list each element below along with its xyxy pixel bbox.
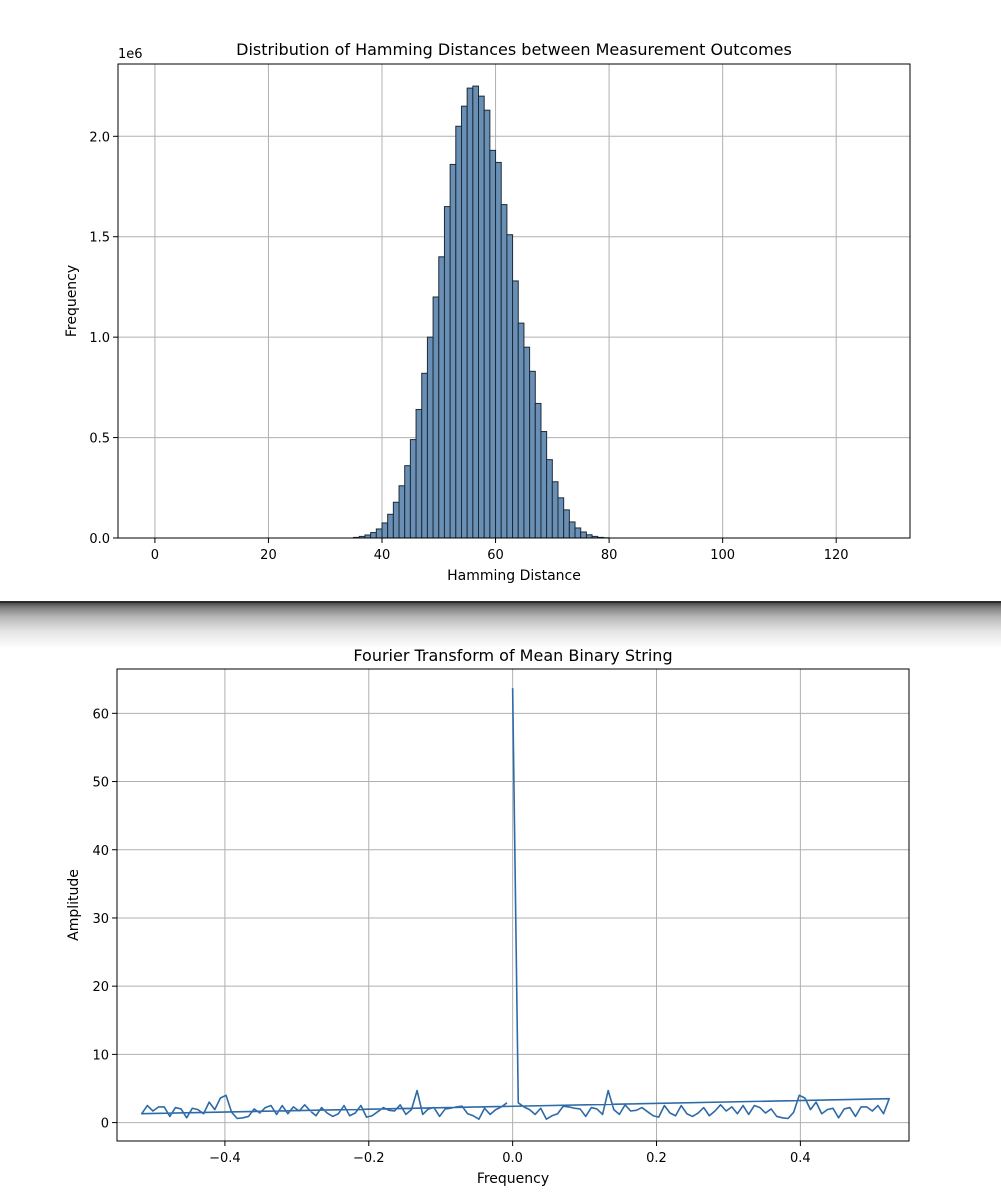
histogram-bar bbox=[472, 85, 480, 539]
histogram-bar bbox=[557, 497, 565, 539]
screenshot-divider-shadow bbox=[0, 603, 1001, 653]
y-tick-label: 20 bbox=[92, 980, 109, 995]
histogram-bar bbox=[381, 522, 389, 539]
histogram-bar bbox=[392, 501, 400, 539]
y-tick-label: 1.0 bbox=[89, 331, 110, 346]
histogram-bar bbox=[398, 485, 406, 539]
chart-title: Distribution of Hamming Distances betwee… bbox=[236, 40, 792, 59]
histogram-bar bbox=[460, 105, 468, 539]
x-axis-label: Hamming Distance bbox=[447, 568, 581, 584]
hamming-distance-histogram: 0 20 40 60 80 100 120 0.0 0.5 1.0 1.5 2.0 Distribu… bbox=[64, 40, 911, 584]
y-offset-label: 1e6 bbox=[118, 47, 143, 62]
y-tick-label: 10 bbox=[92, 1048, 109, 1063]
histogram-bar bbox=[421, 372, 428, 539]
histogram-bar bbox=[478, 95, 485, 539]
histogram-bar bbox=[489, 149, 497, 539]
x-axis-label: Frequency bbox=[477, 1171, 549, 1187]
y-axis-label: Frequency bbox=[64, 265, 80, 337]
histogram-bar bbox=[375, 528, 383, 539]
x-tick-label: −0.2 bbox=[353, 1151, 385, 1166]
histogram-bar bbox=[517, 322, 525, 539]
y-tick-label: 2.0 bbox=[89, 130, 110, 145]
histogram-bar bbox=[409, 439, 417, 539]
histogram-bar bbox=[563, 509, 570, 539]
y-tick-label: 1.5 bbox=[89, 231, 110, 246]
x-tick-label: 100 bbox=[710, 548, 735, 563]
x-tick-label: 120 bbox=[824, 548, 849, 563]
histogram-bar bbox=[580, 531, 587, 539]
y-axis-label: Amplitude bbox=[66, 869, 82, 941]
x-tick-label: 0.0 bbox=[502, 1151, 523, 1166]
histogram-bar bbox=[432, 296, 440, 539]
histogram-bar bbox=[438, 256, 445, 539]
amplitude-line bbox=[140, 688, 890, 1120]
histogram-bar bbox=[466, 87, 474, 539]
y-axis-ticks: 0 10 20 30 40 50 60 bbox=[92, 707, 117, 1132]
histogram-bar bbox=[500, 204, 508, 539]
x-tick-label: 60 bbox=[487, 548, 504, 563]
histogram-bar bbox=[529, 370, 536, 539]
x-axis-ticks: 0 20 40 60 80 100 120 bbox=[151, 538, 849, 563]
x-tick-label: 20 bbox=[260, 548, 277, 563]
y-tick-label: 60 bbox=[92, 707, 109, 722]
fourier-transform-line-chart: −0.4 −0.2 0.0 0.2 0.4 0 10 20 30 40 50 60 Fourier … bbox=[66, 646, 910, 1187]
x-tick-label: 0.2 bbox=[646, 1151, 667, 1166]
histogram-bar bbox=[449, 163, 457, 539]
histogram-bar bbox=[512, 280, 519, 539]
histogram-bar bbox=[523, 346, 531, 539]
x-tick-label: 40 bbox=[374, 548, 391, 563]
histogram-bar bbox=[546, 459, 553, 539]
plot-frame bbox=[117, 63, 911, 539]
histogram-bar bbox=[568, 521, 576, 539]
histogram-bar bbox=[443, 206, 451, 539]
histogram-bar bbox=[387, 513, 394, 539]
histogram-bar bbox=[574, 527, 582, 539]
y-tick-label: 0.0 bbox=[89, 532, 110, 547]
x-tick-label: 80 bbox=[601, 548, 618, 563]
screenshot-divider-edge bbox=[0, 601, 1001, 604]
histogram-bar bbox=[426, 336, 434, 539]
histogram-bar bbox=[534, 402, 542, 539]
y-tick-label: 40 bbox=[92, 844, 109, 859]
x-tick-label: 0 bbox=[151, 548, 159, 563]
histogram-bar bbox=[370, 532, 377, 539]
histogram-bar bbox=[415, 408, 423, 539]
histogram-bar bbox=[540, 431, 548, 539]
x-axis-ticks: −0.4 −0.2 0.0 0.2 0.4 bbox=[209, 1141, 811, 1166]
histogram-bar bbox=[404, 465, 411, 539]
y-tick-label: 50 bbox=[92, 776, 109, 791]
histogram-bar bbox=[506, 234, 514, 539]
histogram-bar bbox=[551, 481, 559, 539]
y-tick-label: 30 bbox=[92, 912, 109, 927]
histogram-bar bbox=[495, 161, 502, 539]
y-tick-label: 0.5 bbox=[89, 432, 110, 447]
y-axis-ticks: 0.0 0.5 1.0 1.5 2.0 bbox=[89, 130, 118, 547]
y-tick-label: 0 bbox=[101, 1117, 109, 1132]
x-tick-label: −0.4 bbox=[209, 1151, 241, 1166]
histogram-bar bbox=[483, 109, 491, 539]
histogram-bars bbox=[353, 85, 610, 539]
x-tick-label: 0.4 bbox=[790, 1151, 811, 1166]
histogram-bar bbox=[455, 125, 462, 539]
chart-title: Fourier Transform of Mean Binary String bbox=[353, 646, 672, 665]
amplitude-series bbox=[140, 688, 890, 1120]
